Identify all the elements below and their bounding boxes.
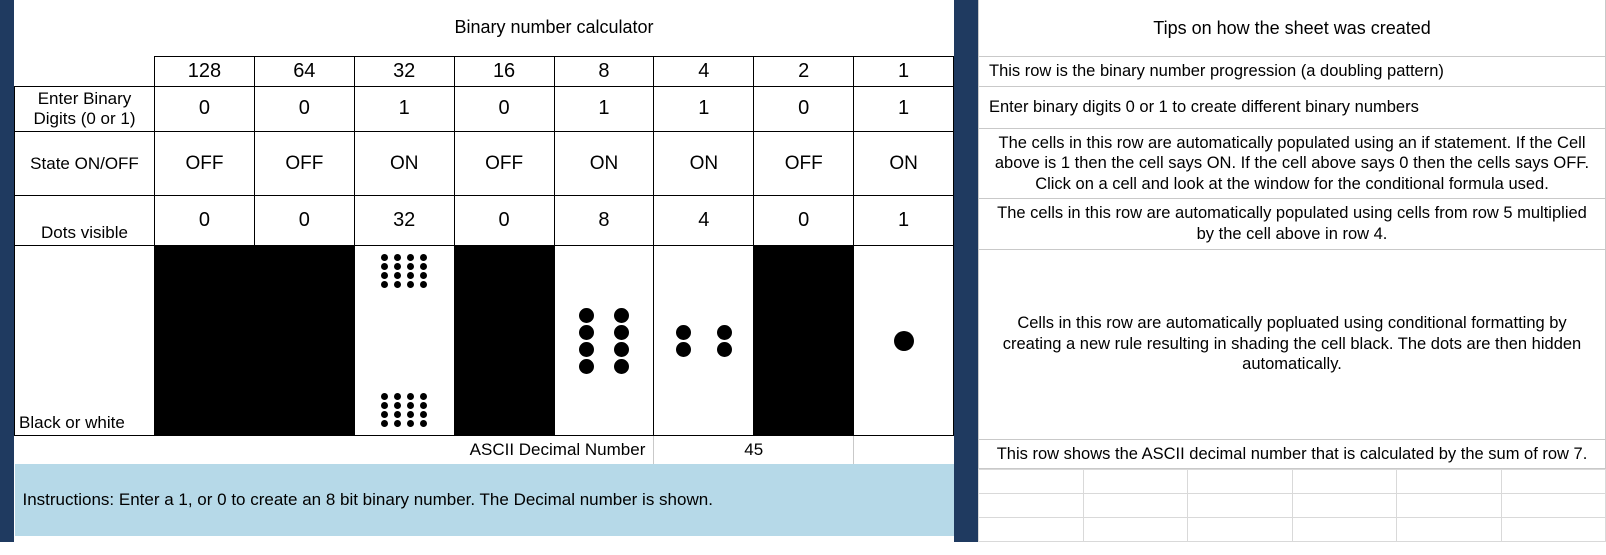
blank-cell bbox=[1292, 518, 1397, 542]
bw-cell bbox=[754, 246, 854, 436]
calculator-table: Binary number calculator 128 64 32 16 8 … bbox=[14, 0, 954, 536]
blank-cell bbox=[1501, 494, 1606, 518]
blank-cell bbox=[854, 436, 954, 464]
place-value-cell: 8 bbox=[554, 56, 654, 86]
instructions-row: Instructions: Enter a 1, or 0 to create … bbox=[15, 464, 954, 536]
binary-digit-input[interactable]: 1 bbox=[854, 86, 954, 132]
blank-cell bbox=[1083, 470, 1188, 494]
binary-digit-input[interactable]: 0 bbox=[454, 86, 554, 132]
binary-digit-input[interactable]: 1 bbox=[654, 86, 754, 132]
title-row: Binary number calculator bbox=[15, 0, 954, 56]
blank-cell bbox=[15, 436, 155, 464]
dots-visible-cell: 8 bbox=[554, 196, 654, 246]
ascii-value: 45 bbox=[654, 436, 854, 464]
place-value-cell: 16 bbox=[454, 56, 554, 86]
black-white-row: Black or white bbox=[15, 246, 954, 436]
binary-digit-input[interactable]: 0 bbox=[254, 86, 354, 132]
place-value-cell: 32 bbox=[354, 56, 454, 86]
blank-cell bbox=[1397, 518, 1502, 542]
instructions-text: Instructions: Enter a 1, or 0 to create … bbox=[15, 464, 954, 536]
tip-text: Enter binary digits 0 or 1 to create dif… bbox=[979, 86, 1606, 128]
ascii-row: ASCII Decimal Number 45 bbox=[15, 436, 954, 464]
tips-panel: Tips on how the sheet was created This r… bbox=[978, 0, 1606, 542]
tip-text: Cells in this row are automatically popl… bbox=[979, 249, 1606, 439]
binary-digit-input[interactable]: 1 bbox=[354, 86, 454, 132]
place-value-cell: 64 bbox=[254, 56, 354, 86]
dots-visible-cell: 0 bbox=[754, 196, 854, 246]
place-value-cell: 1 bbox=[854, 56, 954, 86]
state-cell: OFF bbox=[254, 132, 354, 196]
blank-cell bbox=[1397, 494, 1502, 518]
dots-visible-cell: 32 bbox=[354, 196, 454, 246]
place-value-cell: 4 bbox=[654, 56, 754, 86]
row-label-bw: Black or white bbox=[15, 246, 155, 436]
blank-cell bbox=[15, 56, 155, 86]
tip-text: The cells in this row are automatically … bbox=[979, 199, 1606, 249]
bw-cell bbox=[454, 246, 554, 436]
left-gutter bbox=[0, 0, 14, 542]
dots-visible-cell: 0 bbox=[254, 196, 354, 246]
blank-cell bbox=[1292, 470, 1397, 494]
tip-text: The cells in this row are automatically … bbox=[979, 128, 1606, 199]
state-cell: OFF bbox=[754, 132, 854, 196]
bw-cell bbox=[254, 246, 354, 436]
blank-cell bbox=[1292, 494, 1397, 518]
calculator-panel: Binary number calculator 128 64 32 16 8 … bbox=[14, 0, 954, 542]
tips-table: Tips on how the sheet was created This r… bbox=[978, 0, 1606, 469]
blank-cell bbox=[1083, 518, 1188, 542]
state-cell: ON bbox=[654, 132, 754, 196]
blank-cell bbox=[1188, 470, 1293, 494]
tip-text: This row shows the ASCII decimal number … bbox=[979, 439, 1606, 469]
blank-cell bbox=[15, 0, 155, 56]
bw-cell bbox=[654, 246, 754, 436]
dots-visible-cell: 1 bbox=[854, 196, 954, 246]
state-cell: ON bbox=[854, 132, 954, 196]
blank-cell bbox=[979, 470, 1084, 494]
bw-cell bbox=[155, 246, 255, 436]
blank-cell bbox=[1501, 470, 1606, 494]
dots-visible-cell: 4 bbox=[654, 196, 754, 246]
row-label-digits: Enter Binary Digits (0 or 1) bbox=[15, 86, 155, 132]
blank-cell bbox=[979, 518, 1084, 542]
dots-visible-cell: 0 bbox=[454, 196, 554, 246]
mid-gutter bbox=[954, 0, 978, 542]
state-cell: OFF bbox=[454, 132, 554, 196]
state-cell: OFF bbox=[155, 132, 255, 196]
blank-cell bbox=[1188, 494, 1293, 518]
state-row: State ON/OFF OFF OFF ON OFF ON ON OFF ON bbox=[15, 132, 954, 196]
row-label-state: State ON/OFF bbox=[15, 132, 155, 196]
tip-text: This row is the binary number progressio… bbox=[979, 56, 1606, 86]
state-cell: ON bbox=[354, 132, 454, 196]
ascii-label: ASCII Decimal Number bbox=[155, 436, 654, 464]
place-value-cell: 2 bbox=[754, 56, 854, 86]
empty-grid bbox=[978, 469, 1606, 542]
binary-digit-input[interactable]: 0 bbox=[155, 86, 255, 132]
bw-cell bbox=[554, 246, 654, 436]
blank-cell bbox=[1083, 494, 1188, 518]
state-cell: ON bbox=[554, 132, 654, 196]
dots-visible-cell: 0 bbox=[155, 196, 255, 246]
place-value-cell: 128 bbox=[155, 56, 255, 86]
tips-title: Tips on how the sheet was created bbox=[979, 0, 1606, 56]
bw-cell bbox=[854, 246, 954, 436]
binary-digit-input[interactable]: 1 bbox=[554, 86, 654, 132]
calculator-title: Binary number calculator bbox=[155, 0, 954, 56]
blank-cell bbox=[979, 494, 1084, 518]
binary-digits-row: Enter Binary Digits (0 or 1) 0 0 1 0 1 1… bbox=[15, 86, 954, 132]
blank-cell bbox=[1501, 518, 1606, 542]
row-label-dots: Dots visible bbox=[15, 196, 155, 246]
bw-cell bbox=[354, 246, 454, 436]
blank-cell bbox=[1397, 470, 1502, 494]
dots-visible-row: Dots visible 0 0 32 0 8 4 0 1 bbox=[15, 196, 954, 246]
binary-digit-input[interactable]: 0 bbox=[754, 86, 854, 132]
blank-cell bbox=[1188, 518, 1293, 542]
place-value-row: 128 64 32 16 8 4 2 1 bbox=[15, 56, 954, 86]
